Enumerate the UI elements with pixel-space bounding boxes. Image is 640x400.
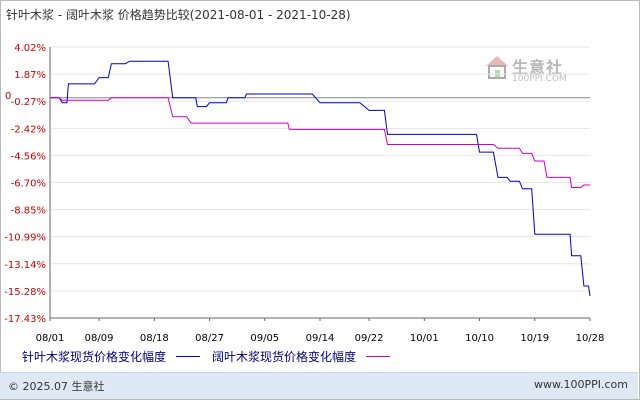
y-tick-label: -6.70% (11, 178, 46, 189)
series-line-hardwood (50, 97, 590, 188)
x-tick-label: 10/19 (520, 333, 549, 344)
y-tick-label: -13.14% (4, 260, 46, 271)
series-line-softwood (50, 60, 591, 297)
legend-swatch-softwood (176, 356, 201, 357)
x-tick-label: 10/10 (465, 333, 494, 344)
series-lines (50, 60, 591, 297)
watermark-url: 100PPI.COM (512, 74, 567, 84)
x-tick-label: 09/14 (306, 333, 335, 344)
x-tick-label: 08/09 (85, 333, 114, 344)
y-tick-label: 1.87% (14, 70, 46, 81)
x-tick-labels: 08/01 08/09 08/18 08/27 09/05 09/14 09/22 10/01… (36, 333, 605, 344)
x-tick-label: 10/01 (410, 333, 439, 344)
y-tick-label: -15.28% (4, 287, 46, 298)
y-tick-label: -17.43% (4, 314, 46, 325)
y-tick-label: -4.56% (11, 151, 46, 162)
footer-copyright: © 2025.07 生意社 (8, 380, 105, 393)
chart-title: 针叶木浆 - 阔叶木浆 价格趋势比较(2021-08-01 - 2021-10-… (6, 8, 351, 22)
footer-bar: © 2025.07 生意社 www.100PPI.com (0, 372, 638, 399)
grid-lines (50, 46, 590, 319)
y-tick-labels: 4.02% 1.87% -0.27% -2.42% -4.56% -6.70% -8.85%… (4, 43, 46, 325)
zero-label: 0 (5, 91, 11, 102)
y-tick-label: 4.02% (14, 43, 46, 54)
watermark-name: 生意社 (512, 58, 564, 77)
y-tick-label: -2.42% (11, 124, 46, 135)
y-tick-label: -10.99% (4, 233, 46, 244)
legend-swatch-hardwood (366, 356, 391, 357)
x-tick-label: 08/27 (195, 333, 224, 344)
x-tick-label: 08/01 (36, 333, 65, 344)
x-tick-label: 10/28 (576, 333, 605, 344)
y-tick-label: -0.27% (11, 97, 46, 108)
y-tick-label: -8.85% (11, 206, 46, 217)
footer-url[interactable]: www.100PPI.com (534, 378, 628, 391)
legend-label-softwood: 针叶木浆现货价格变化幅度 (22, 350, 167, 364)
legend: 针叶木浆现货价格变化幅度 阔叶木浆现货价格变化幅度 (22, 348, 402, 365)
x-tick-label: 09/22 (355, 333, 384, 344)
x-tick-label: 08/18 (140, 333, 169, 344)
legend-label-hardwood: 阔叶木浆现货价格变化幅度 (212, 350, 357, 364)
x-tick-label: 09/05 (250, 333, 279, 344)
axes (49, 47, 591, 321)
